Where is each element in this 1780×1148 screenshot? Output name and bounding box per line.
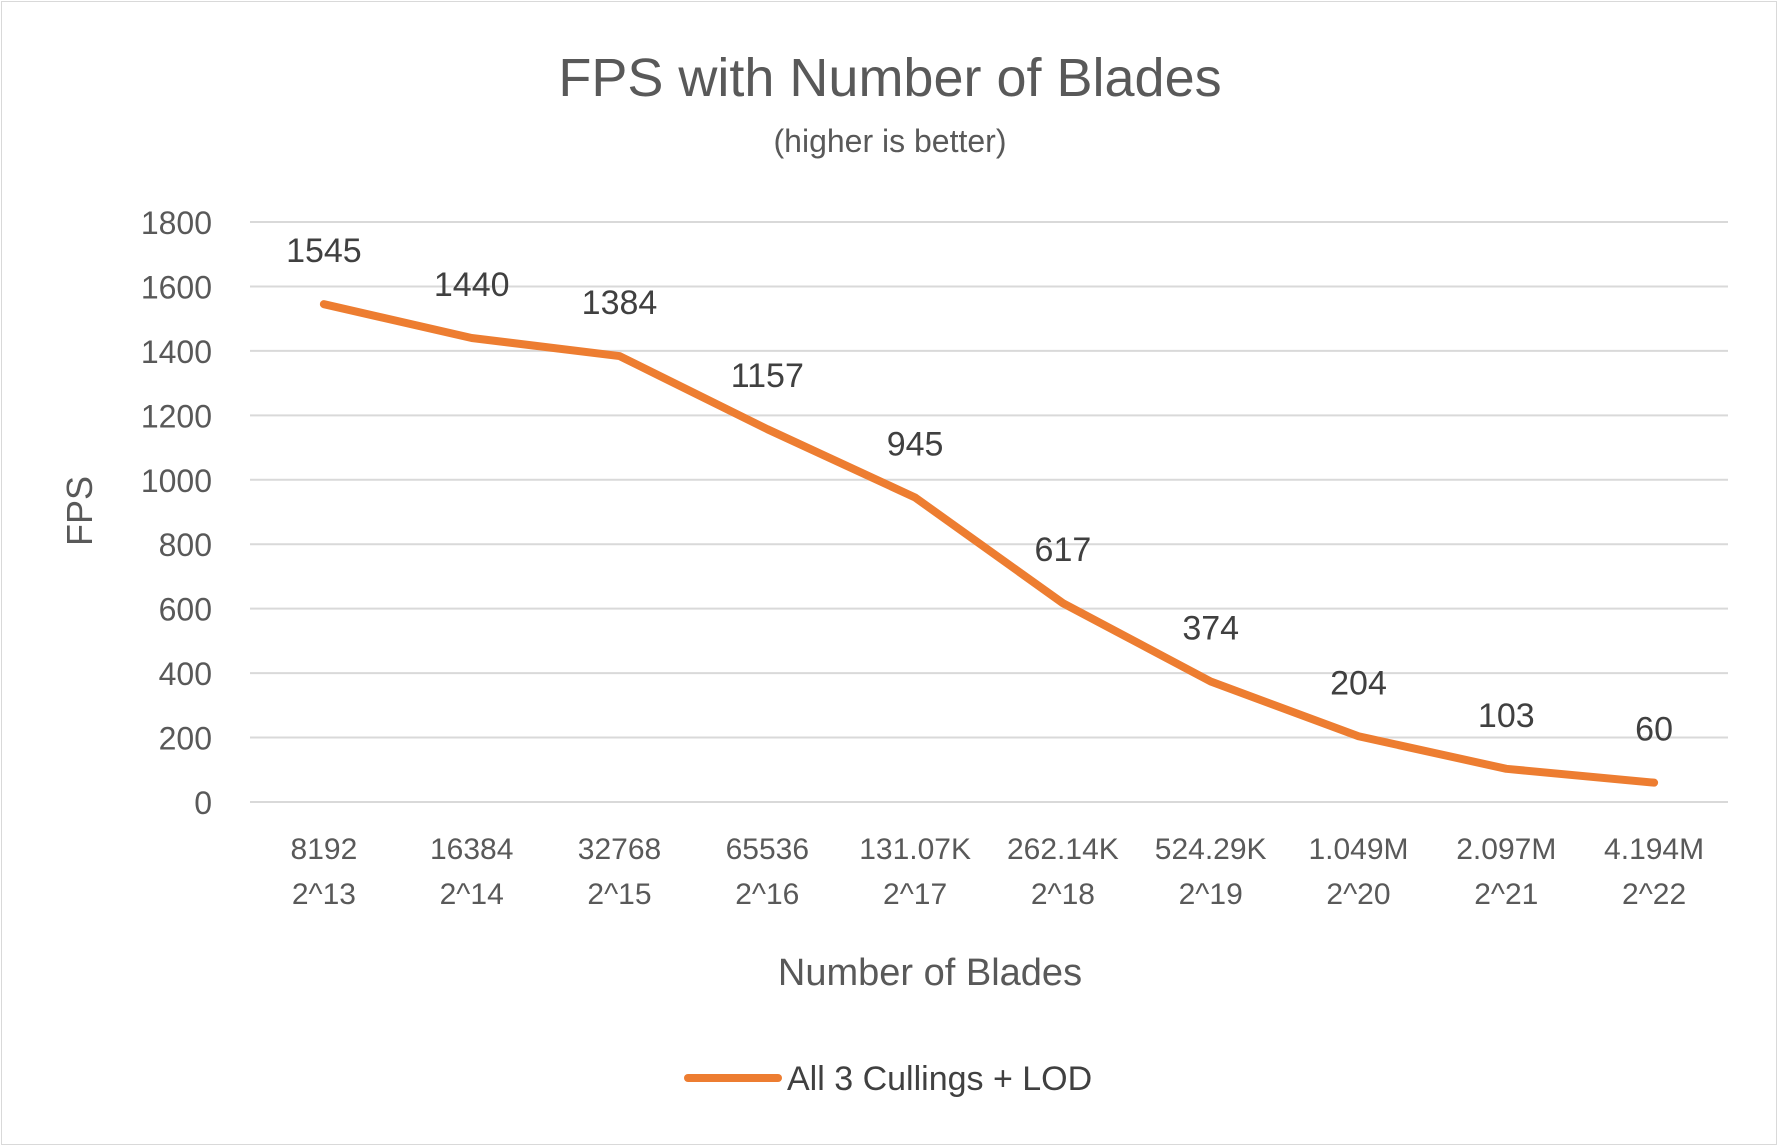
data-label: 374: [1182, 609, 1239, 647]
y-tick-label: 800: [159, 527, 212, 563]
data-label: 60: [1635, 711, 1673, 749]
x-tick-label: 262.14K: [1007, 833, 1119, 866]
data-point: [320, 301, 327, 308]
y-tick-label: 1200: [141, 398, 212, 434]
y-tick-label: 1400: [141, 334, 212, 370]
x-tick-label: 2^14: [440, 878, 504, 911]
x-tick-label: 2^22: [1622, 878, 1686, 911]
y-axis-ticks: 0 200 400 600 800 1000 1200 1400 1600 1800: [141, 205, 212, 821]
series-group: [319, 300, 1659, 787]
legend: All 3 Cullings + LOD: [684, 1060, 1092, 1098]
x-tick-label: 2^16: [735, 878, 799, 911]
x-tick-label: 4.194M: [1604, 833, 1704, 866]
data-point: [764, 426, 771, 433]
x-tick-label: 2^19: [1179, 878, 1243, 911]
x-tick-label: 2^15: [587, 878, 651, 911]
x-tick-label: 2^17: [883, 878, 947, 911]
x-tick-label: 65536: [726, 833, 809, 866]
x-tick-label: 524.29K: [1155, 833, 1267, 866]
data-label: 1384: [582, 284, 658, 322]
x-tick-label: 131.07K: [859, 833, 971, 866]
data-point: [1503, 765, 1510, 772]
data-point: [1207, 678, 1214, 685]
y-tick-label: 1800: [141, 205, 212, 241]
x-tick-label: 32768: [578, 833, 661, 866]
data-label: 1545: [286, 232, 362, 270]
y-tick-label: 0: [194, 785, 212, 821]
data-labels: 1545 1440 1384 1157 945 617 374 204 103 60: [286, 232, 1673, 749]
x-tick-label: 16384: [430, 833, 513, 866]
data-point: [1059, 600, 1066, 607]
x-tick-label: 1.049M: [1308, 833, 1408, 866]
x-tick-label: 2^13: [292, 878, 356, 911]
chart-title: FPS with Number of Blades: [558, 48, 1221, 108]
chart-subtitle: (higher is better): [774, 123, 1007, 159]
legend-label: All 3 Cullings + LOD: [787, 1060, 1092, 1098]
data-point: [912, 494, 919, 501]
y-tick-label: 1000: [141, 463, 212, 499]
y-tick-label: 200: [159, 721, 212, 757]
data-label: 617: [1035, 531, 1092, 569]
x-tick-label: 2^18: [1031, 878, 1095, 911]
data-label: 945: [887, 426, 944, 464]
data-point: [1651, 779, 1658, 786]
x-tick-label: 8192: [291, 833, 358, 866]
y-tick-label: 600: [159, 592, 212, 628]
x-axis-title: Number of Blades: [778, 952, 1082, 994]
y-axis-title: FPS: [59, 476, 100, 546]
data-point: [1355, 733, 1362, 740]
data-point: [616, 353, 623, 360]
y-tick-label: 400: [159, 656, 212, 692]
x-tick-label: 2.097M: [1456, 833, 1556, 866]
x-tick-label: 2^20: [1326, 878, 1390, 911]
gridlines: [250, 221, 1728, 803]
data-label: 204: [1330, 664, 1387, 702]
x-tick-label: 2^21: [1474, 878, 1538, 911]
y-tick-label: 1600: [141, 269, 212, 305]
data-label: 103: [1478, 697, 1535, 735]
data-label: 1440: [434, 266, 510, 304]
data-label: 1157: [731, 357, 804, 395]
data-point: [468, 335, 475, 341]
x-axis-ticks: 8192 2^13 16384 2^14 32768 2^15 65536 2^16 131.0…: [291, 833, 1705, 911]
series-line: [319, 300, 1659, 787]
